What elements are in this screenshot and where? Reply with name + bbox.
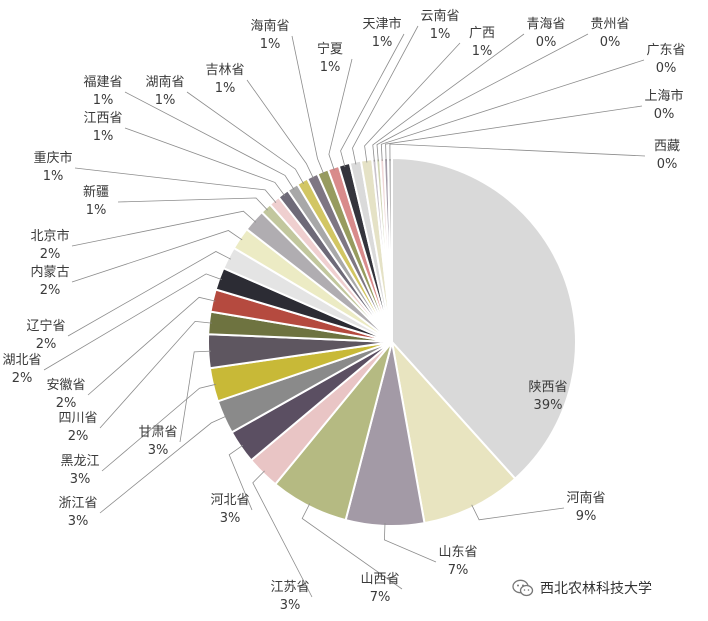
slice-label-name-15: 新疆 bbox=[83, 184, 109, 200]
slice-label-name-13: 内蒙古 bbox=[30, 264, 69, 280]
slice-label-name-26: 青海省 bbox=[526, 17, 565, 32]
leader-line-16 bbox=[74, 167, 277, 204]
slice-label-name-30: 西藏 bbox=[654, 139, 680, 154]
slice-label-pct-3: 7% bbox=[370, 590, 391, 605]
leader-line-25 bbox=[364, 42, 461, 163]
leader-line-29 bbox=[385, 105, 643, 161]
slice-label-name-3: 山西省 bbox=[360, 572, 399, 587]
slice-label-pct-22: 1% bbox=[320, 60, 341, 75]
slice-label-pct-7: 3% bbox=[70, 472, 91, 487]
leader-line-18 bbox=[124, 91, 295, 190]
leader-line-30 bbox=[389, 143, 646, 161]
slice-label-name-7: 黑龙江 bbox=[60, 454, 99, 469]
slice-label-name-18: 福建省 bbox=[83, 75, 122, 90]
slice-label-name-10: 安徽省 bbox=[46, 378, 85, 393]
slice-label-pct-29: 0% bbox=[654, 107, 675, 122]
leader-line-9 bbox=[99, 320, 212, 429]
slice-label-pct-21: 1% bbox=[260, 37, 281, 52]
leader-line-5 bbox=[228, 444, 253, 511]
slice-label-pct-23: 1% bbox=[372, 35, 393, 50]
slice-label-name-14: 北京市 bbox=[30, 228, 69, 244]
slice-label-name-2: 山东省 bbox=[438, 545, 477, 560]
leader-line-24 bbox=[352, 25, 419, 165]
slice-label-name-20: 吉林省 bbox=[205, 63, 244, 78]
slice-label-name-8: 甘肃省 bbox=[138, 425, 177, 440]
watermark-text: 西北农林科技大学 bbox=[540, 581, 652, 597]
slice-label-pct-18: 1% bbox=[93, 93, 114, 108]
slice-label-name-21: 海南省 bbox=[250, 18, 289, 34]
wechat-icon bbox=[512, 579, 534, 597]
slice-label-name-29: 上海市 bbox=[644, 88, 683, 104]
slice-label-pct-15: 1% bbox=[86, 203, 107, 218]
slice-label-pct-9: 2% bbox=[68, 429, 89, 444]
leader-line-28 bbox=[380, 59, 645, 162]
slice-label-pct-1: 9% bbox=[576, 509, 597, 524]
slice-label-pct-16: 1% bbox=[43, 169, 64, 184]
slice-label-pct-19: 1% bbox=[155, 93, 176, 108]
slice-label-pct-30: 0% bbox=[657, 157, 678, 172]
slice-label-name-1: 河南省 bbox=[566, 490, 605, 506]
slice-label-pct-0: 39% bbox=[534, 398, 563, 413]
slice-label-pct-11: 2% bbox=[12, 371, 33, 386]
slice-label-pct-17: 1% bbox=[93, 129, 114, 144]
slice-label-name-19: 湖南省 bbox=[145, 74, 184, 90]
slice-label-name-25: 广西 bbox=[469, 26, 495, 41]
leader-line-6 bbox=[99, 415, 227, 514]
leader-line-21 bbox=[291, 35, 325, 175]
slice-label-pct-6: 3% bbox=[68, 514, 89, 529]
leader-line-20 bbox=[246, 79, 314, 179]
slice-label-name-9: 四川省 bbox=[58, 411, 97, 426]
leader-line-17 bbox=[124, 127, 286, 197]
slice-label-pct-20: 1% bbox=[215, 81, 236, 96]
slice-label-pct-5: 3% bbox=[220, 511, 241, 526]
leader-line-27 bbox=[376, 33, 589, 162]
slice-label-pct-10: 2% bbox=[56, 396, 77, 411]
leader-line-2 bbox=[383, 523, 437, 563]
slice-label-name-27: 贵州省 bbox=[590, 17, 629, 32]
slice-label-name-28: 广东省 bbox=[646, 43, 685, 58]
leader-line-22 bbox=[328, 58, 353, 171]
slice-label-pct-13: 2% bbox=[40, 283, 61, 298]
slice-label-name-24: 云南省 bbox=[420, 8, 459, 24]
leader-line-7 bbox=[101, 383, 216, 472]
leader-line-15 bbox=[117, 197, 268, 211]
slice-label-pct-26: 0% bbox=[536, 35, 557, 50]
leader-line-12 bbox=[67, 251, 231, 337]
leader-line-1 bbox=[471, 504, 565, 521]
slice-label-name-16: 重庆市 bbox=[33, 150, 72, 166]
slice-label-pct-24: 1% bbox=[430, 27, 451, 42]
leader-line-4 bbox=[252, 470, 313, 598]
slice-label-name-4: 江苏省 bbox=[270, 579, 309, 595]
slice-label-name-11: 湖北省 bbox=[2, 353, 41, 368]
leader-line-23 bbox=[340, 33, 405, 168]
leader-line-26 bbox=[372, 33, 525, 162]
slice-label-name-5: 河北省 bbox=[210, 493, 249, 508]
slice-label-name-12: 辽宁省 bbox=[26, 318, 65, 334]
leader-line-10 bbox=[87, 296, 216, 396]
watermark: 西北农林科技大学 bbox=[512, 578, 652, 598]
slice-label-name-23: 天津市 bbox=[362, 16, 401, 32]
slice-label-pct-4: 3% bbox=[280, 598, 301, 613]
slice-label-pct-8: 3% bbox=[148, 443, 169, 458]
leader-line-13 bbox=[71, 230, 243, 283]
leader-line-14 bbox=[71, 210, 257, 247]
slice-label-name-0: 陕西省 bbox=[528, 380, 567, 395]
slice-label-pct-2: 7% bbox=[448, 563, 469, 578]
slice-label-name-22: 宁夏 bbox=[317, 41, 343, 57]
slice-label-pct-14: 2% bbox=[40, 247, 61, 262]
slice-label-pct-27: 0% bbox=[600, 35, 621, 50]
slice-label-pct-12: 2% bbox=[36, 337, 57, 352]
slice-label-name-6: 浙江省 bbox=[58, 496, 97, 511]
slice-label-name-17: 江西省 bbox=[83, 111, 122, 126]
leader-line-19 bbox=[186, 91, 304, 184]
slice-label-pct-28: 0% bbox=[656, 61, 677, 76]
pie-slice-0 bbox=[391, 156, 578, 481]
leader-line-11 bbox=[43, 273, 222, 371]
leader-line-3 bbox=[301, 503, 403, 590]
slice-label-pct-25: 1% bbox=[472, 44, 493, 59]
leader-line-8 bbox=[179, 350, 212, 443]
